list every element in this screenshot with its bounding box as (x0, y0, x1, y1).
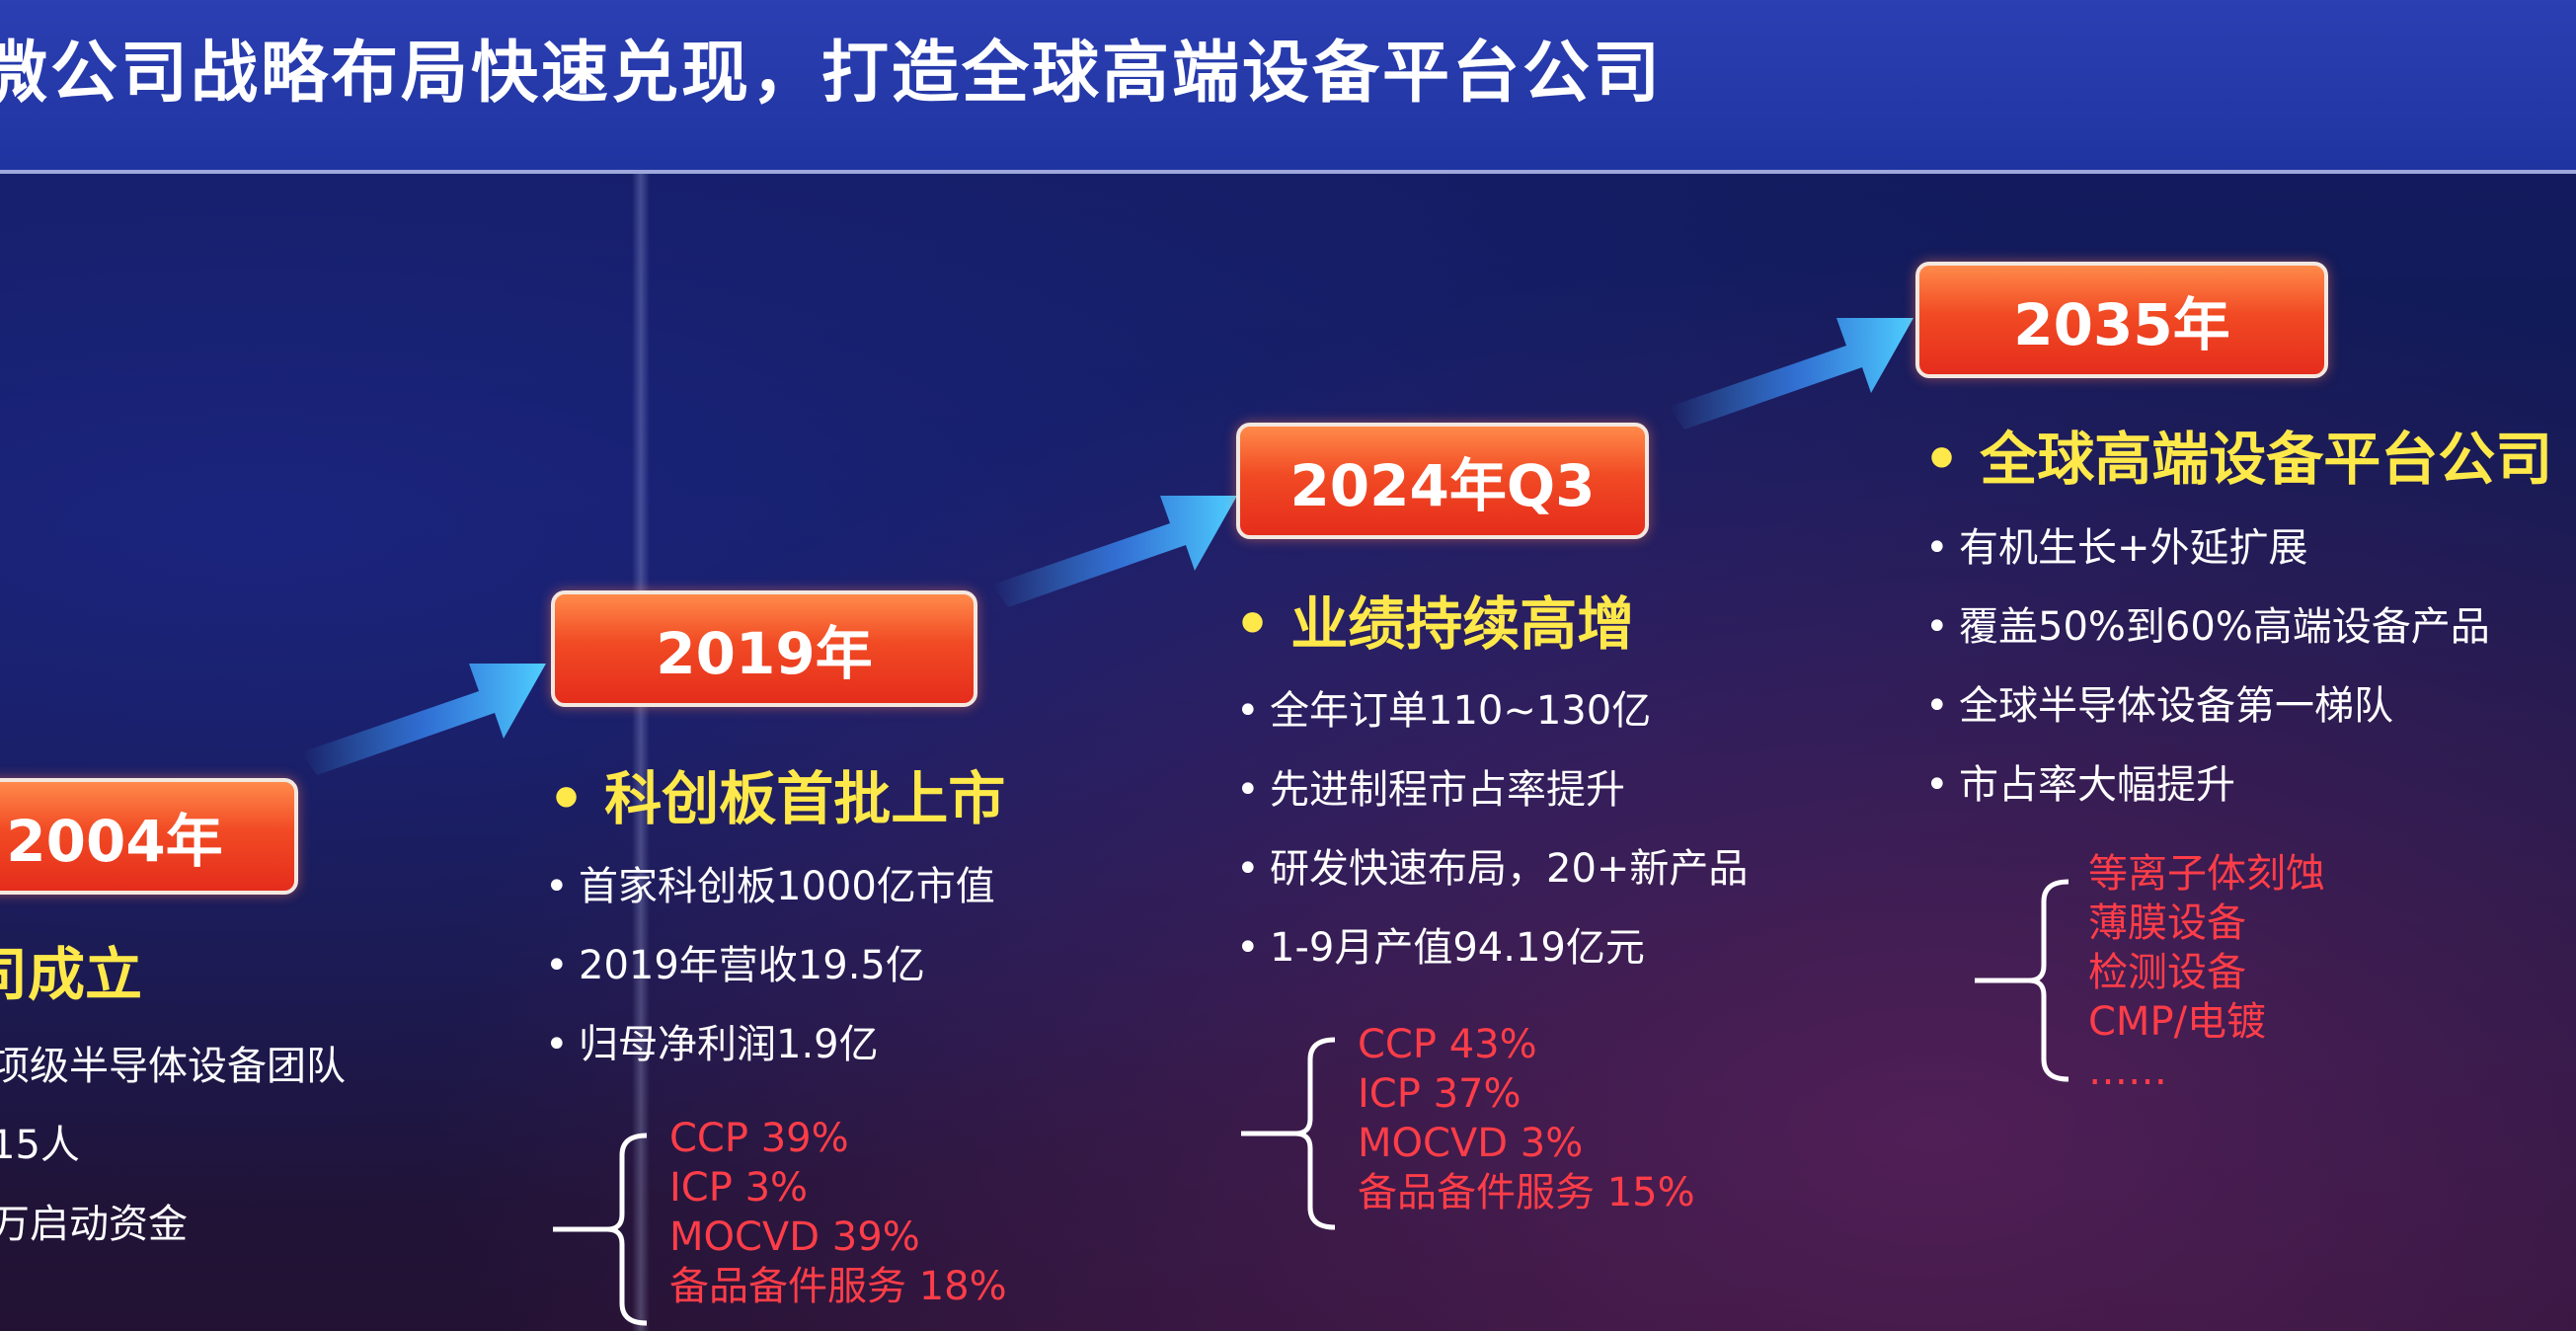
list-item-text: 全球半导体设备第一梯队 (1959, 683, 2393, 729)
bullet-dot: • (1236, 925, 1260, 971)
year-box-2019: 2019年 (551, 590, 977, 707)
list-item: • 市占率大幅提升 (1925, 745, 2490, 824)
list-item: 备品备件服务 18% (669, 1264, 1007, 1309)
year-box-2004: 2004年 (0, 778, 298, 895)
stage-headline-2019: • 科创板首批上市 (548, 752, 1005, 835)
bullet-dot: • (545, 1022, 569, 1067)
list-item: MOCVD 39% (669, 1214, 920, 1260)
stage-bullets-2024q3: • 全年订单110~130亿 • 先进制程市占率提升 • 研发快速布局，20+新产品 … (1236, 671, 1748, 987)
list-item-text: 15人 (0, 1123, 80, 1168)
list-item: • 研发快速布局，20+新产品 (1236, 829, 1748, 908)
list-item: • 全年订单110~130亿 (1236, 671, 1748, 750)
bullet-dot: • (1925, 525, 1949, 571)
headline-text: 全球高端设备平台公司 (1980, 426, 2553, 493)
headline-text: 业绩持续高增 (1290, 590, 1635, 658)
bullet-dot: • (1923, 426, 1961, 493)
year-box-2024q3: 2024年Q3 (1236, 423, 1649, 539)
list-item-text: 归母净利润1.9亿 (579, 1022, 879, 1067)
brace-icon (553, 1133, 648, 1326)
stage-headline-2035: • 全球高端设备平台公司 (1923, 413, 2552, 496)
revenue-share-list-2024q3: CCP 43% ICP 37% MOCVD 3% 备品备件服务 15% (1358, 1020, 1695, 1217)
list-item-text: 有机生长+外延扩展 (1959, 525, 2308, 571)
brace-icon (1241, 1037, 1336, 1230)
timeline-arrow-icon (1669, 318, 1913, 430)
bullet-dot: • (545, 864, 569, 909)
list-item: CMP/电镀 (2088, 999, 2267, 1045)
bullet-dot: • (1236, 688, 1260, 734)
stage-bullets-2019: • 首家科创板1000亿市值 • 2019年营收19.5亿 • 归母净利润1.9亿 (545, 847, 995, 1084)
bullet-dot: • (1925, 604, 1949, 650)
bullet-dot: • (1925, 683, 1949, 729)
list-item: • 覆盖50%到60%高端设备产品 (1925, 587, 2490, 666)
stage-headline-2024q3: • 业绩持续高增 (1234, 578, 1634, 661)
list-item: • 全球半导体设备第一梯队 (1925, 666, 2490, 745)
list-item: CCP 43% (1358, 1022, 1537, 1067)
list-item: …… (2088, 1049, 2167, 1094)
list-item: • 先进制程市占率提升 (1236, 750, 1748, 829)
title-bar: 微公司战略布局快速兑现，打造全球高端设备平台公司 (0, 0, 2576, 174)
list-item: • 归母净利润1.9亿 (545, 1005, 995, 1084)
list-item-text: 项级半导体设备团队 (0, 1044, 346, 1089)
list-item-text: 1-9月产值94.19亿元 (1270, 925, 1645, 971)
list-item: 薄膜设备 (2088, 900, 2246, 946)
bullet-dot: • (1236, 846, 1260, 892)
list-item: 备品备件服务 15% (1358, 1170, 1695, 1215)
page-title: 微公司战略布局快速兑现，打造全球高端设备平台公司 (0, 35, 1664, 113)
stage-bullets-2004: 项级半导体设备团队 15人 万启动资金 (0, 1027, 346, 1264)
list-item-text: 万启动资金 (0, 1202, 188, 1247)
list-item: 项级半导体设备团队 (0, 1027, 346, 1106)
headline-text: 科创板首批上市 (604, 765, 1006, 832)
stage-bullets-2035: • 有机生长+外延扩展 • 覆盖50%到60%高端设备产品 • 全球半导体设备第一梯队… (1925, 509, 2490, 824)
list-item: • 1-9月产值94.19亿元 (1236, 908, 1748, 987)
bullet-dot: • (548, 765, 585, 832)
list-item: ICP 3% (669, 1165, 809, 1211)
list-item: • 2019年营收19.5亿 (545, 926, 995, 1005)
bullet-dot: • (1236, 767, 1260, 813)
list-item-text: 2019年营收19.5亿 (579, 943, 925, 988)
list-item-text: 首家科创板1000亿市值 (579, 864, 995, 909)
list-item-text: 全年订单110~130亿 (1270, 688, 1652, 734)
brace-icon (1975, 879, 2069, 1082)
list-item-text: 市占率大幅提升 (1959, 762, 2235, 808)
bullet-dot: • (1234, 590, 1272, 658)
timeline-arrow-icon (301, 664, 546, 775)
timeline-arrow-icon (992, 496, 1237, 607)
list-item: 检测设备 (2088, 950, 2246, 995)
list-item: MOCVD 3% (1358, 1121, 1584, 1166)
bullet-dot: • (1925, 762, 1949, 808)
list-item: 万启动资金 (0, 1185, 346, 1264)
list-item-text: 覆盖50%到60%高端设备产品 (1959, 604, 2490, 650)
list-item: • 首家科创板1000亿市值 (545, 847, 995, 926)
list-item: ICP 37% (1358, 1071, 1522, 1117)
stage-headline-2004: 司成立 (0, 941, 143, 1008)
bullet-dot: • (545, 943, 569, 988)
year-box-2035: 2035年 (1915, 262, 2328, 378)
stage-pillar (632, 174, 650, 1331)
list-item: 15人 (0, 1106, 346, 1185)
list-item-text: 研发快速布局，20+新产品 (1270, 846, 1749, 892)
list-item: • 有机生长+外延扩展 (1925, 509, 2490, 587)
product-list-2035: 等离子体刻蚀 薄膜设备 检测设备 CMP/电镀 …… (2088, 849, 2325, 1096)
list-item: 等离子体刻蚀 (2088, 851, 2325, 897)
list-item: CCP 39% (669, 1116, 849, 1161)
revenue-share-list-2019: CCP 39% ICP 3% MOCVD 39% 备品备件服务 18% (669, 1114, 1007, 1311)
list-item-text: 先进制程市占率提升 (1270, 767, 1625, 813)
